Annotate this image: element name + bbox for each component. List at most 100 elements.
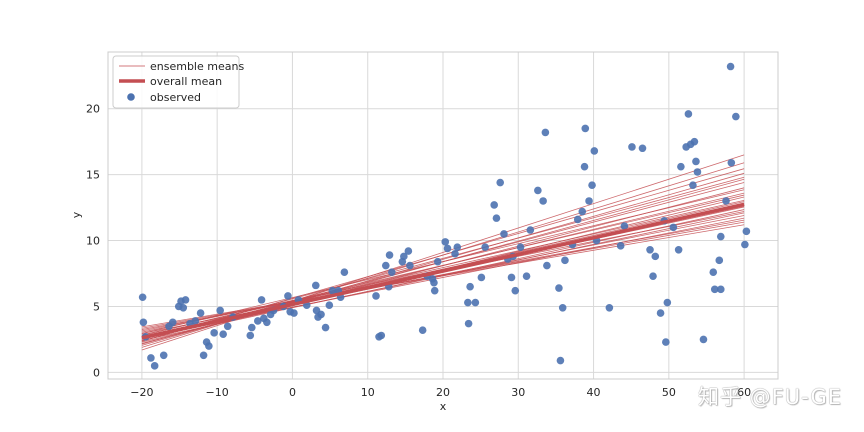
observed-point (453, 243, 462, 251)
observed-point (585, 197, 593, 205)
y-tick-label: 10 (86, 235, 100, 248)
observed-point (492, 214, 501, 222)
observed-point (646, 245, 654, 254)
watermark: 知乎 @FU-GE (697, 385, 842, 409)
overall-mean-line (141, 202, 745, 340)
observed-point (511, 286, 520, 295)
observed-point (684, 110, 693, 118)
observed-point (534, 186, 542, 195)
observed-point (325, 301, 334, 309)
ensemble-line (141, 221, 745, 329)
observed-point (539, 197, 547, 205)
x-tick-label: −20 (130, 386, 153, 399)
y-tick-label: 5 (93, 300, 100, 313)
observed-point (179, 303, 188, 312)
observed-point (699, 335, 708, 344)
observed-point (656, 309, 665, 317)
observed-point (311, 281, 320, 290)
x-tick-label: 30 (511, 386, 525, 399)
observed-point (340, 268, 349, 276)
observed-point (573, 215, 582, 224)
observed-point (543, 261, 551, 270)
observed-point (205, 342, 213, 350)
observed-point (481, 243, 489, 251)
observed-point (210, 329, 218, 337)
observed-point (588, 181, 596, 189)
observed-point (388, 268, 396, 276)
x-tick-label: 60 (737, 386, 751, 399)
observed-point (290, 309, 298, 317)
x-tick-label: 10 (361, 386, 375, 399)
observed-point (443, 244, 452, 253)
x-axis-label: x (440, 400, 447, 413)
observed-point (254, 317, 262, 325)
observed-point (669, 223, 678, 232)
observed-point (715, 256, 724, 265)
observed-point (726, 62, 735, 71)
observed-point (199, 351, 208, 360)
observed-point (216, 306, 224, 315)
observed-point (246, 331, 255, 340)
observed-point (328, 286, 337, 295)
observed-point (662, 338, 670, 346)
observed-point (418, 326, 427, 335)
observed-point (693, 168, 702, 176)
observed-point (581, 124, 590, 133)
observed-point (580, 162, 589, 171)
observed-point (451, 249, 459, 258)
observed-point (219, 330, 227, 338)
observed-point (628, 143, 636, 151)
observed-point (477, 273, 486, 282)
observed-point (692, 157, 700, 166)
observed-point (181, 296, 190, 304)
ensemble-line (141, 154, 745, 351)
observed-point (433, 257, 442, 266)
observed-point (168, 318, 177, 327)
x-tick-label: 50 (662, 386, 676, 399)
observed-point (741, 240, 749, 249)
observed-point (716, 232, 725, 241)
observed-point (196, 309, 205, 317)
observed-point (490, 201, 498, 209)
observed-point (139, 318, 148, 327)
y-axis-label: y (70, 211, 83, 218)
observed-point (620, 222, 629, 230)
observed-point (317, 310, 325, 319)
x-tick-label: 20 (436, 386, 450, 399)
legend-ensemble-label: ensemble means (150, 60, 244, 73)
observed-point (710, 285, 719, 294)
observed-point (522, 272, 531, 280)
observed-point (638, 144, 647, 153)
observed-point (400, 252, 408, 261)
legend-mean-label: overall mean (150, 75, 222, 88)
observed-point (466, 282, 474, 291)
overall-mean-line-group (141, 202, 745, 340)
observed-point (690, 137, 699, 146)
observed-point (471, 298, 480, 307)
observed-point (516, 243, 525, 251)
observed-point (561, 256, 569, 265)
observed-point (159, 351, 168, 360)
observed-point (191, 317, 200, 325)
observed-point (321, 323, 330, 332)
observed-point (578, 207, 587, 216)
observed-point (541, 128, 550, 137)
observed-point (558, 303, 567, 312)
observed-point (147, 354, 155, 362)
observed-point (406, 261, 414, 270)
observed-point (709, 268, 718, 276)
observed-point (372, 292, 380, 300)
grid (108, 52, 778, 379)
observed-point (689, 181, 697, 189)
legend-observed-swatch (127, 93, 135, 101)
observed-point (616, 242, 625, 250)
observed-point (138, 293, 147, 302)
y-tick-label: 0 (93, 366, 100, 379)
observed-point (727, 158, 736, 167)
observed-point (555, 284, 563, 292)
observed-point (464, 319, 473, 328)
x-tick-label: 40 (587, 386, 601, 399)
tick-labels: −20 −10 0 10 20 30 40 50 60 0 5 10 15 20 (86, 103, 751, 399)
y-tick-label: 15 (86, 169, 100, 182)
